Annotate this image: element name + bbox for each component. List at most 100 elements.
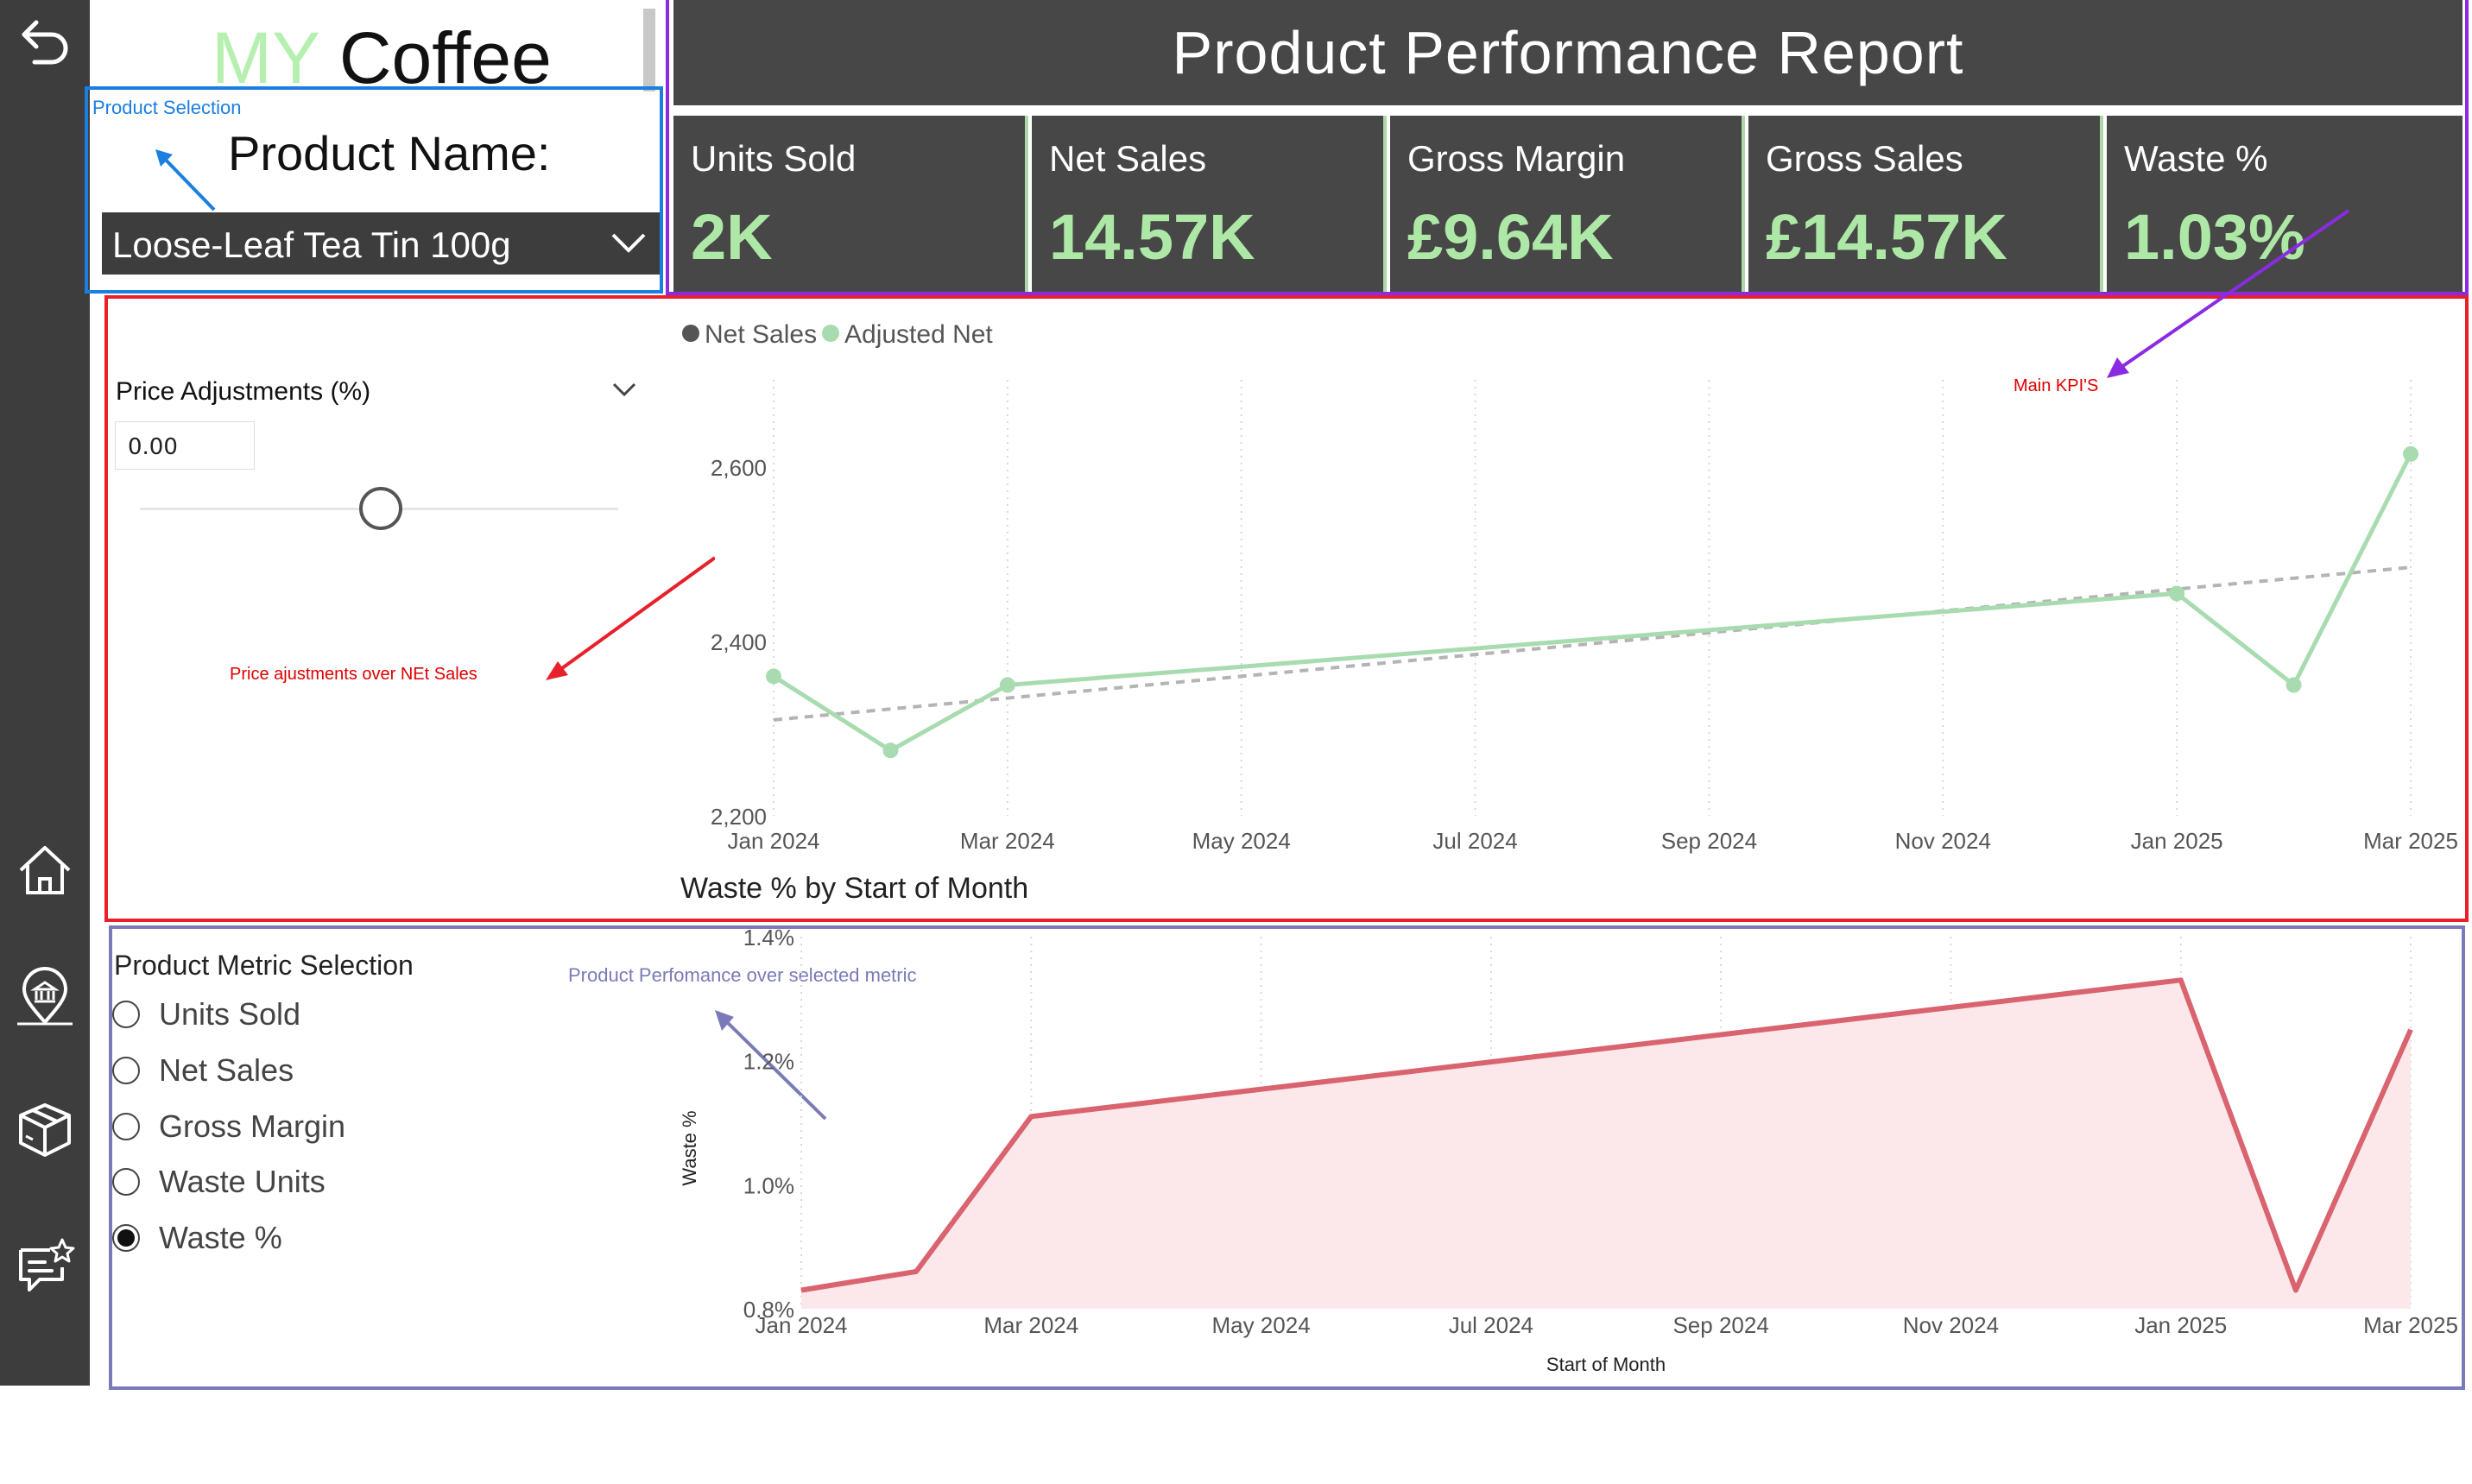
price-adjustments-label: Price Adjustments (%)	[116, 377, 371, 406]
waste-chart-title: Waste % by Start of Month	[680, 872, 1029, 905]
scrollbar[interactable]	[643, 9, 655, 92]
series-line	[772, 452, 2413, 753]
main-kpis-annotation: Main KPI'S	[2014, 376, 2099, 395]
price-adjustment-input[interactable]: 0.00	[115, 421, 255, 470]
metric-selection-title: Product Metric Selection	[114, 950, 414, 981]
radio-button[interactable]	[112, 1001, 140, 1028]
x-tick-label: Sep 2024	[1672, 1312, 1768, 1338]
x-tick-label: Mar 2025	[2363, 828, 2458, 854]
x-tick-label: Jan 2025	[2131, 828, 2223, 854]
kpi-frame	[666, 0, 2469, 295]
y-tick-label: 2,600	[711, 455, 767, 481]
metric-option-net-sales[interactable]: Net Sales	[112, 1050, 294, 1091]
back-arrow-icon[interactable]	[14, 10, 76, 73]
data-point	[2285, 677, 2302, 693]
radio-label: Gross Margin	[159, 1108, 346, 1144]
metric-option-waste-units[interactable]: Waste Units	[112, 1161, 326, 1203]
kpi-label: Waste %	[2124, 138, 2268, 179]
chevron-down-icon[interactable]	[611, 380, 637, 399]
annotation-arrow-purple	[2107, 209, 2350, 378]
kpi-gross-sales: Gross Sales £14.57K	[1748, 116, 2103, 292]
x-tick-label: Nov 2024	[1903, 1312, 1999, 1338]
product-dropdown[interactable]: Loose-Leaf Tea Tin 100g	[102, 212, 660, 275]
price-adjustment-value: 0.00	[128, 434, 178, 460]
radio-label: Net Sales	[159, 1052, 294, 1088]
waste-x-axis-label: Start of Month	[1546, 1354, 1666, 1375]
area-fill	[801, 980, 2411, 1309]
metric-frame	[109, 925, 2465, 1390]
x-tick-label: Nov 2024	[1895, 828, 1991, 854]
waste-chart: Waste % Start of Month 0.8%1.0%1.2%1.4% …	[679, 925, 2458, 1375]
trendline	[773, 565, 2412, 722]
package-box-icon[interactable]	[14, 1098, 76, 1160]
y-tick-label: 1.2%	[743, 1049, 794, 1075]
x-tick-label: Jan 2024	[728, 828, 820, 854]
product-selection-annotation: Product Selection	[92, 97, 242, 118]
kpi-gross-margin: Gross Margin £9.64K	[1390, 116, 1745, 292]
kpi-label: Gross Margin	[1407, 138, 1626, 179]
kpi-label: Gross Sales	[1766, 138, 1963, 179]
radio-label: Waste Units	[159, 1164, 326, 1199]
metric-option-gross-margin[interactable]: Gross Margin	[112, 1106, 345, 1147]
series-line	[800, 977, 2413, 1293]
left-nav-bar	[0, 0, 90, 1386]
x-tick-label: May 2024	[1192, 828, 1291, 854]
kpi-value: 2K	[691, 201, 773, 273]
kpi-net-sales: Net Sales 14.57K	[1032, 116, 1387, 292]
home-icon[interactable]	[14, 839, 76, 901]
chevron-down-icon	[611, 233, 646, 253]
x-tick-label: Jul 2024	[1449, 1312, 1533, 1338]
brand-logo-text: MY Coffee	[212, 19, 552, 97]
data-point	[882, 742, 899, 759]
annotation-arrow-slate	[715, 1010, 827, 1121]
chart-legend: Net Sales Adjusted Net	[682, 320, 993, 349]
legend-net-sales: Net Sales	[705, 320, 817, 349]
x-tick-label: Mar 2025	[2363, 1312, 2458, 1338]
page-title: Product Performance Report	[673, 0, 2463, 105]
radio-button[interactable]	[112, 1057, 140, 1084]
x-tick-label: Jul 2024	[1432, 828, 1517, 854]
metric-option-waste-percent[interactable]: Waste %	[112, 1217, 282, 1259]
metric-option-units-sold[interactable]: Units Sold	[112, 994, 300, 1035]
x-tick-label: Sep 2024	[1661, 828, 1757, 854]
y-tick-label: 2,200	[711, 804, 767, 830]
legend-adjusted-net: Adjusted Net	[844, 320, 993, 349]
brand-my: MY	[212, 17, 319, 98]
kpi-waste-percent: Waste % 1.03%	[2107, 116, 2463, 292]
radio-button[interactable]	[112, 1168, 140, 1196]
y-tick-label: 2,400	[711, 629, 767, 655]
kpi-value: £14.57K	[1766, 201, 2007, 273]
data-point	[2403, 445, 2418, 462]
x-tick-label: Jan 2025	[2134, 1312, 2227, 1338]
radio-label: Units Sold	[159, 996, 301, 1032]
waste-y-axis-label: Waste %	[679, 1110, 700, 1185]
kpi-label: Units Sold	[691, 138, 857, 179]
legend-marker-net-sales	[682, 325, 699, 342]
location-bank-icon[interactable]	[14, 965, 76, 1027]
data-point	[2169, 585, 2185, 602]
product-selection-frame	[85, 86, 663, 294]
x-tick-label: May 2024	[1211, 1312, 1310, 1338]
x-tick-label: Mar 2024	[960, 828, 1055, 854]
y-tick-label: 1.0%	[743, 1172, 794, 1198]
net-sales-chart: Net Sales Adjusted Net 2,200 2,400 2,600 J…	[682, 320, 2458, 854]
kpi-units-sold: Units Sold 2K	[673, 116, 1028, 292]
net-sales-frame	[104, 295, 2469, 922]
legend-marker-adjusted-net	[822, 325, 839, 342]
radio-button[interactable]	[112, 1113, 140, 1140]
product-name-label: Product Name:	[228, 126, 551, 180]
kpi-label: Net Sales	[1049, 138, 1207, 179]
data-point	[766, 668, 781, 685]
price-adjustment-annotation: Price ajustments over NEt Sales	[230, 665, 477, 684]
annotation-arrow-red	[546, 556, 715, 680]
radio-label: Waste %	[159, 1220, 282, 1255]
brand-coffee: Coffee	[338, 17, 552, 98]
radio-button-selected[interactable]	[112, 1224, 140, 1252]
kpi-value: £9.64K	[1407, 201, 1614, 273]
annotation-arrow-blue	[155, 149, 216, 212]
y-tick-label: 1.4%	[743, 925, 794, 950]
feedback-star-icon[interactable]	[14, 1235, 76, 1297]
y-tick-label: 0.8%	[743, 1297, 794, 1323]
metric-annotation: Product Perfomance over selected metric	[568, 964, 917, 986]
price-slider-handle[interactable]	[359, 487, 402, 530]
